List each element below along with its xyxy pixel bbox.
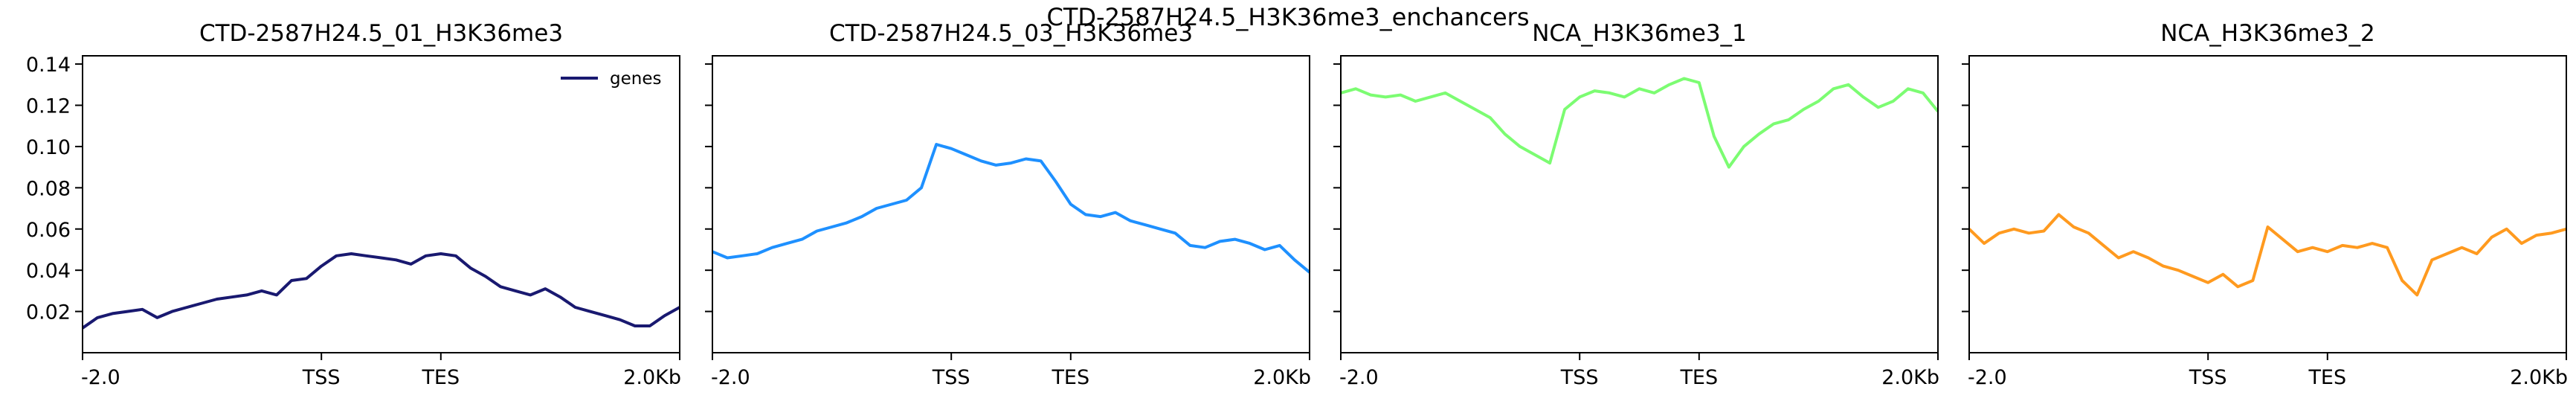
series-line — [712, 143, 1311, 274]
panel-title: CTD-2587H24.5_01_H3K36me3 — [199, 20, 563, 47]
panel-title: CTD-2587H24.5_03_H3K36me3 — [829, 20, 1193, 47]
y-tick-label: 0.06 — [26, 219, 71, 242]
x-tick-label: TES — [1679, 366, 1718, 389]
x-tick-label: 2.0Kb — [1253, 366, 1311, 389]
x-tick-label: -2.0 — [1968, 366, 2007, 389]
y-tick-label: 0.10 — [26, 136, 71, 159]
x-tick-label: 2.0Kb — [623, 366, 681, 389]
series-line-genes — [81, 252, 680, 330]
y-tick-label: 0.02 — [26, 301, 71, 324]
plot-frame — [712, 55, 1310, 353]
x-tick-label: TSS — [2189, 366, 2227, 389]
plot-frame — [82, 55, 680, 353]
figure-title: CTD-2587H24.5_H3K36me3_enchancers — [1046, 3, 1529, 31]
plot-frame — [1968, 55, 2567, 353]
y-tick-label: 0.12 — [26, 95, 71, 118]
panel-title: NCA_H3K36me3_1 — [1532, 20, 1747, 47]
x-tick-label: TES — [1051, 366, 1089, 389]
y-tick-label: 0.08 — [26, 177, 71, 200]
x-tick-label: TES — [421, 366, 460, 389]
chart-panel-2: CTD-2587H24.5_03_H3K36me3 -2.0 TSS TES 2.0Kb — [705, 20, 1311, 389]
series-line — [1340, 77, 1939, 169]
x-tick-label: -2.0 — [1339, 366, 1379, 389]
x-tick-label: -2.0 — [81, 366, 120, 389]
panel-title: NCA_H3K36me3_2 — [2160, 20, 2375, 47]
x-tick-label: -2.0 — [711, 366, 750, 389]
y-tick-label: 0.04 — [26, 260, 71, 283]
x-tick-label: 2.0Kb — [2510, 366, 2568, 389]
chart-panel-4: NCA_H3K36me3_2 -2.0 TSS TES 2.0Kb — [1962, 20, 2568, 389]
chart-panel-3: NCA_H3K36me3_1 -2.0 TSS TES 2.0Kb — [1333, 20, 1939, 389]
x-tick-label: TSS — [302, 366, 341, 389]
plot-frame — [1340, 55, 1939, 353]
chart-panel-1: CTD-2587H24.5_01_H3K36me3 0.02 0.04 0.06 0.0… — [26, 20, 681, 389]
legend: genes — [561, 69, 661, 89]
x-tick-label: 2.0Kb — [1881, 366, 1939, 389]
x-tick-label: TSS — [1560, 366, 1599, 389]
y-tick-label: 0.14 — [26, 54, 71, 77]
legend-label: genes — [610, 69, 661, 89]
x-tick-label: TSS — [932, 366, 970, 389]
series-line — [1968, 213, 2567, 297]
x-tick-label: TES — [2308, 366, 2346, 389]
